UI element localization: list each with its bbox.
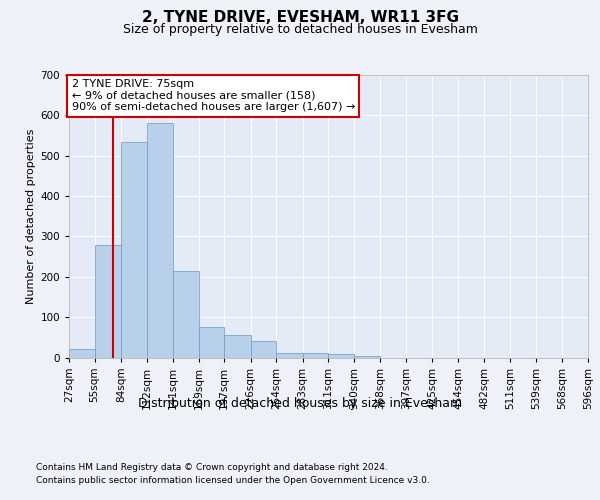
Y-axis label: Number of detached properties: Number of detached properties: [26, 128, 36, 304]
Bar: [199, 327, 224, 358]
Bar: [95, 244, 121, 358]
Bar: [276, 354, 302, 358]
Bar: [69, 350, 95, 358]
Bar: [355, 356, 380, 358]
Bar: [328, 354, 355, 358]
Text: Contains HM Land Registry data © Crown copyright and database right 2024.: Contains HM Land Registry data © Crown c…: [36, 462, 388, 471]
Text: Contains public sector information licensed under the Open Government Licence v3: Contains public sector information licen…: [36, 476, 430, 485]
Text: Size of property relative to detached houses in Evesham: Size of property relative to detached ho…: [122, 22, 478, 36]
Text: 2, TYNE DRIVE, EVESHAM, WR11 3FG: 2, TYNE DRIVE, EVESHAM, WR11 3FG: [142, 10, 458, 25]
Bar: [251, 342, 276, 357]
Text: 2 TYNE DRIVE: 75sqm
← 9% of detached houses are smaller (158)
90% of semi-detach: 2 TYNE DRIVE: 75sqm ← 9% of detached hou…: [71, 79, 355, 112]
Text: Distribution of detached houses by size in Evesham: Distribution of detached houses by size …: [138, 398, 462, 410]
Bar: [121, 142, 146, 358]
Bar: [302, 354, 328, 358]
Bar: [224, 336, 251, 357]
Bar: [173, 270, 199, 358]
Bar: [146, 124, 173, 358]
